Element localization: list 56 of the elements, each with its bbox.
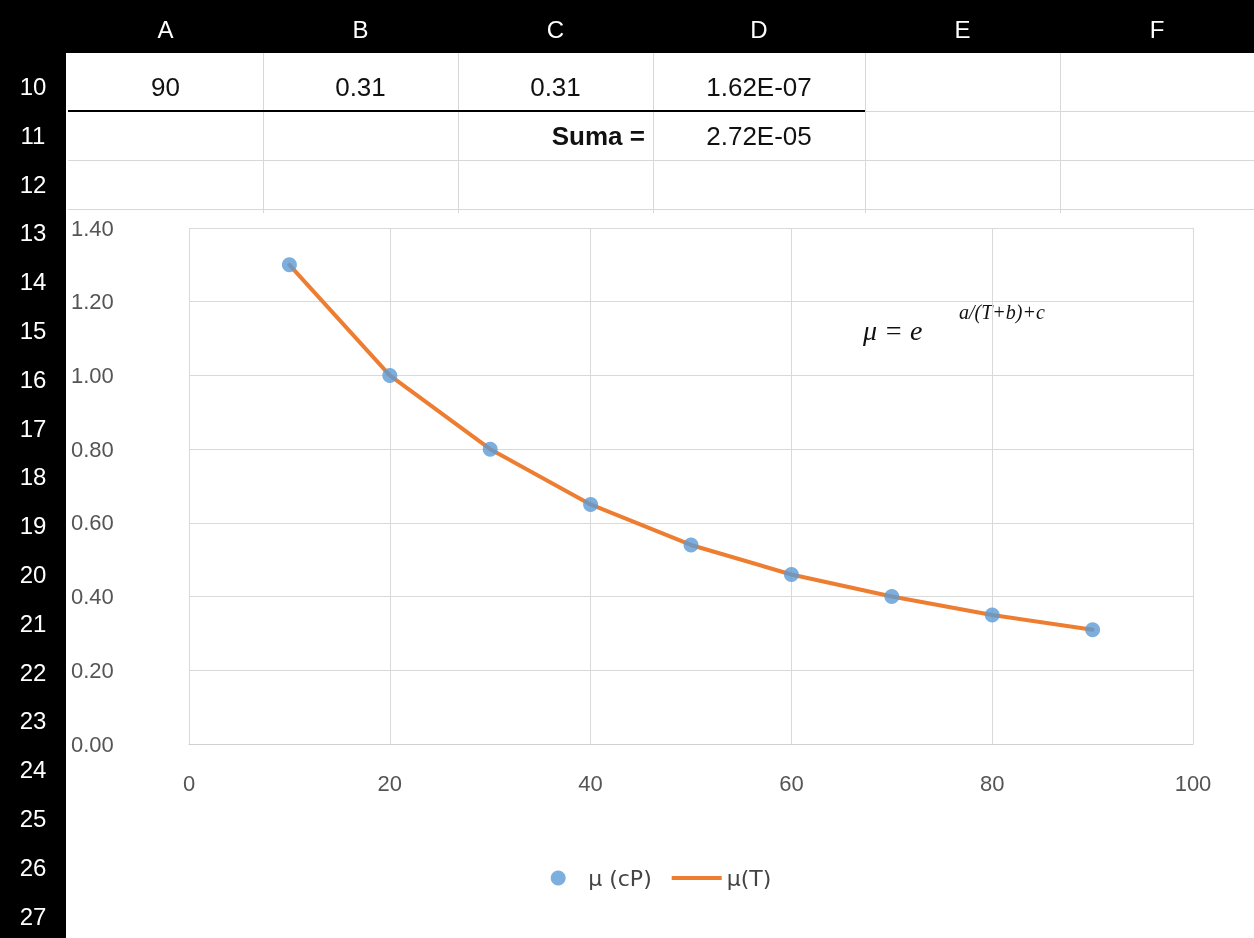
text: 2.72E-05 — [705, 119, 813, 153]
text: 10 — [18, 72, 48, 102]
text: 26 — [18, 853, 48, 883]
text: μ = ea/(T+b)+c — [863, 301, 1045, 346]
point — [281, 257, 297, 273]
text: 18 — [18, 462, 48, 492]
y-tick-label: 0.80 — [71, 436, 114, 462]
text: C — [545, 15, 566, 45]
point — [683, 537, 699, 553]
text: B — [351, 15, 370, 45]
text: E — [953, 15, 972, 45]
text: 1.62E-07 — [705, 70, 813, 104]
text: Suma = — [550, 119, 645, 153]
point — [984, 607, 1000, 623]
point — [583, 496, 599, 512]
x-tick-label: 100 — [1174, 770, 1212, 796]
point — [884, 589, 900, 605]
text: 23 — [18, 706, 48, 736]
legend-label: μ(T) — [726, 865, 772, 891]
x-tick-label: 60 — [779, 770, 804, 796]
point — [783, 566, 799, 582]
text: 21 — [18, 609, 48, 639]
text: 0.31 — [334, 70, 387, 104]
text: 22 — [18, 658, 48, 688]
text: 27 — [18, 902, 48, 932]
point — [382, 367, 398, 383]
text: A — [156, 15, 175, 45]
y-tick-label: 0.20 — [71, 657, 114, 683]
text: F — [1148, 15, 1166, 45]
text: 15 — [18, 316, 48, 346]
text: 12 — [18, 170, 48, 200]
text: 25 — [18, 804, 48, 834]
text: D — [749, 15, 769, 45]
text: 24 — [18, 755, 48, 785]
x-tick-label: 40 — [578, 770, 603, 796]
text: 13 — [18, 218, 48, 248]
text: 16 — [18, 365, 48, 395]
text: 14 — [18, 267, 48, 297]
text: 90 — [150, 70, 181, 104]
x-tick-label: 0 — [182, 770, 196, 796]
y-tick-label: 1.00 — [71, 362, 114, 388]
x-tick-label: 80 — [979, 770, 1005, 796]
y-tick-label: 0.60 — [71, 510, 114, 536]
text: 17 — [18, 414, 48, 444]
text: 19 — [18, 511, 48, 541]
x-tick-label: 20 — [377, 770, 403, 796]
text: 20 — [18, 560, 48, 590]
y-tick-label: 0.40 — [71, 584, 114, 610]
legend-label: μ (cP) — [588, 865, 652, 891]
text: 0.31 — [529, 70, 582, 104]
point — [1085, 622, 1101, 638]
text: 11 — [19, 121, 47, 151]
y-tick-label: 1.20 — [71, 289, 114, 315]
y-tick-label: 1.40 — [71, 215, 114, 241]
y-tick-label: 0.00 — [71, 731, 114, 757]
point — [482, 441, 498, 457]
